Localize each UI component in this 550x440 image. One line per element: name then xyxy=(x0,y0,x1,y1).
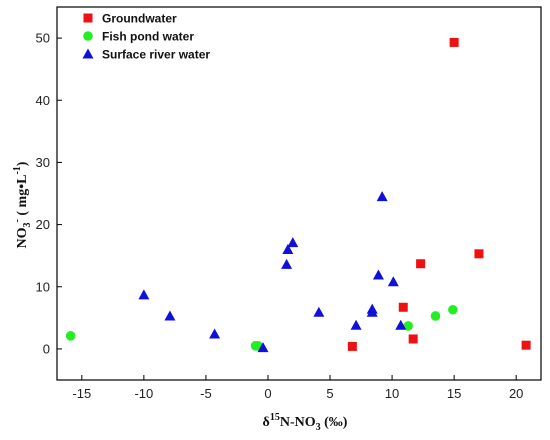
x-tick-label: 0 xyxy=(264,386,271,401)
groundwater-point xyxy=(398,302,408,312)
x-tick-label: -5 xyxy=(200,386,212,401)
x-label-delta: δ xyxy=(263,415,270,430)
x-tick-label: -15 xyxy=(72,386,91,401)
surface-river-water-point xyxy=(350,319,362,330)
surface-river-water-point xyxy=(257,342,269,353)
surface-river-water-point xyxy=(138,289,150,300)
surface-river-water-point xyxy=(372,269,384,280)
y-label-base: NO xyxy=(15,227,30,248)
fish-pond-water-point xyxy=(448,304,458,315)
y-axis-label: NO3- ( mg•L-1) xyxy=(12,161,33,248)
surface-river-water-point xyxy=(313,306,325,317)
x-axis-label: δ15N-NO3 (‰) xyxy=(263,412,348,433)
x-label-unit: (‰) xyxy=(321,415,348,430)
surface-river-water-point xyxy=(164,310,176,321)
y-tick-label: 30 xyxy=(36,155,50,170)
groundwater-point xyxy=(416,259,426,269)
surface-river-water-point xyxy=(209,328,221,339)
y-tick-label: 20 xyxy=(36,217,50,232)
surface-river-water-point xyxy=(287,237,299,248)
surface-river-water-point xyxy=(387,276,399,287)
fish-pond-water-point xyxy=(430,311,441,321)
x-tick-label: 5 xyxy=(326,386,333,401)
groundwater-point xyxy=(408,334,418,344)
legend-label-fish-pond-water: Fish pond water xyxy=(102,30,194,44)
data-points xyxy=(65,37,531,353)
surface-river-water-point xyxy=(281,258,293,269)
x-tick-label: 20 xyxy=(509,386,523,401)
x-label-sup: 15 xyxy=(270,412,280,423)
legend-marker-groundwater xyxy=(83,13,93,23)
legend-marker-surface-river-water xyxy=(82,48,94,59)
y-label-unit-sup: -1 xyxy=(12,166,23,174)
plot-frame xyxy=(56,6,542,381)
groundwater-point xyxy=(347,341,357,351)
y-label-unit: ( mg•L xyxy=(15,175,30,220)
groundwater-point xyxy=(474,249,484,259)
surface-river-water-point xyxy=(366,306,378,317)
x-tick-label: 10 xyxy=(385,386,399,401)
y-label-sup: - xyxy=(12,219,23,222)
fish-pond-water-point xyxy=(65,331,76,341)
y-tick-label: 50 xyxy=(36,31,50,46)
groundwater-point xyxy=(449,37,459,47)
y-tick-label: 0 xyxy=(43,341,50,356)
groundwater-point xyxy=(521,340,531,350)
legend-marker-fish-pond-water xyxy=(83,31,93,41)
y-label-sub: 3 xyxy=(22,222,33,227)
x-label-sub: 3 xyxy=(316,422,321,433)
surface-river-water-point xyxy=(395,319,407,330)
legend-label-surface-river-water: Surface river water xyxy=(102,48,210,62)
x-tick-label: 15 xyxy=(447,386,461,401)
x-label-base: N-NO xyxy=(280,415,316,430)
legend: Groundwater Fish pond water Surface river … xyxy=(82,12,210,62)
surface-river-water-point xyxy=(282,243,294,254)
surface-river-water-point xyxy=(376,191,388,202)
fish-pond-water-point xyxy=(403,321,414,331)
legend-label-groundwater: Groundwater xyxy=(102,12,177,26)
y-label-unit-close: ) xyxy=(15,161,30,166)
y-tick-label: 40 xyxy=(36,93,50,108)
axis-ticks: -15 -10 -5 0 5 10 15 20 0 10 20 30 40 50 xyxy=(36,31,524,401)
y-tick-label: 10 xyxy=(36,279,50,294)
x-tick-label: -10 xyxy=(134,386,153,401)
